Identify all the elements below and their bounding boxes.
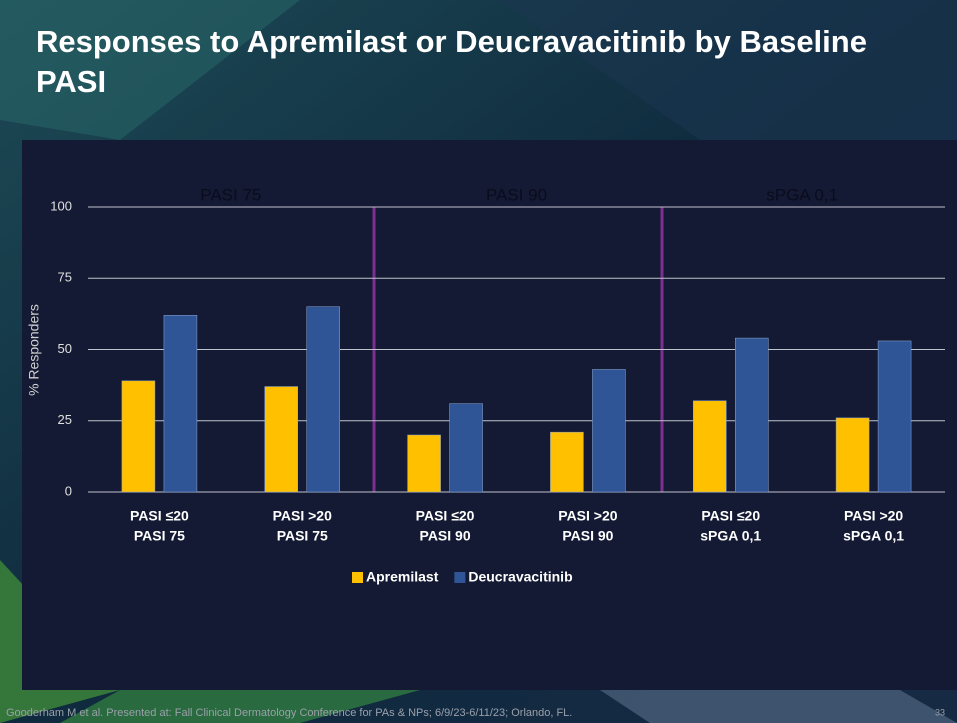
x-tick-label: sPGA 0,1 [700,528,761,544]
bar [449,403,483,493]
section-label: PASI 90 [486,185,547,204]
page-number: 33 [935,707,945,717]
legend-swatch [352,572,363,583]
y-tick-label: 50 [58,341,72,356]
x-tick-label: PASI 90 [562,528,613,544]
background-shape [500,0,957,140]
legend-swatch [454,572,466,583]
legend-label: Deucravacitinib [468,569,572,585]
background-shape [600,690,957,723]
bar [306,306,340,493]
x-tick-label: PASI 75 [277,528,328,544]
section-label: sPGA 0,1 [766,185,838,204]
x-tick-label: PASI >20 [273,508,332,524]
bar [693,400,727,493]
bar [407,434,441,493]
x-tick-label: sPGA 0,1 [843,528,904,544]
background-shape [60,690,420,723]
footer: Gooderham M et al. Presented at: Fall Cl… [6,707,572,719]
bar [121,380,156,493]
chart-panel [22,140,957,690]
bar [735,337,769,493]
y-tick-label: 25 [58,412,72,427]
x-tick-label: PASI 90 [420,528,471,544]
bar [877,340,912,493]
x-tick-label: PASI >20 [844,508,903,524]
background-shape [0,0,300,140]
y-tick-label: 0 [65,483,72,498]
slide-title: Responses to Apremilast or Deucravacitin… [36,24,867,99]
legend-label: Apremilast [366,569,439,585]
x-tick-label: PASI ≤20 [701,508,760,524]
section-label: PASI 75 [200,185,261,204]
x-tick-label: PASI ≤20 [416,508,475,524]
bar [835,417,870,493]
x-tick-label: PASI 75 [134,528,185,544]
bar [163,315,198,493]
bar [592,369,626,493]
y-axis-label: % Responders [26,304,42,396]
x-tick-label: PASI ≤20 [130,508,189,524]
bar [264,386,298,493]
y-tick-label: 100 [50,198,72,213]
x-tick-label: PASI >20 [558,508,617,524]
y-tick-label: 75 [58,270,72,285]
bar [550,431,584,493]
